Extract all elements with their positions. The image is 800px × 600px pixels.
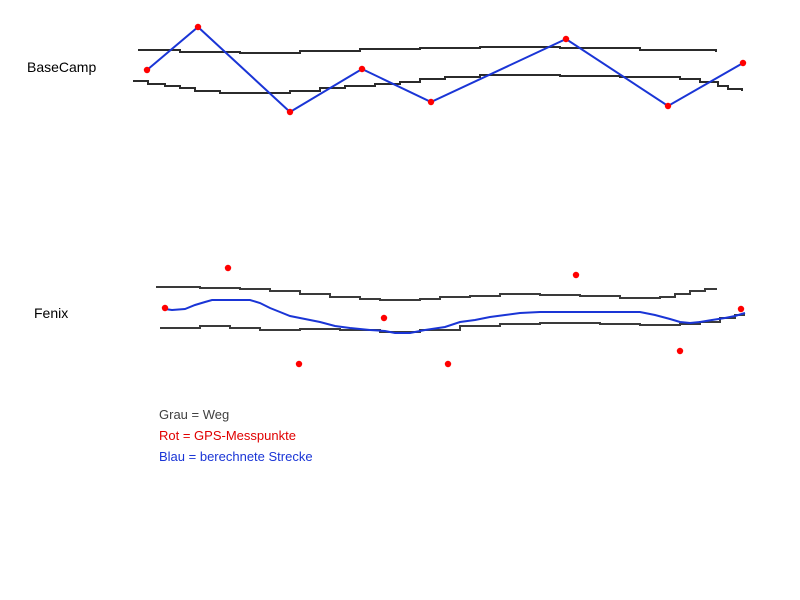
legend-blue-route: Blau = berechnete Strecke [159, 449, 313, 464]
gps-point [358, 65, 366, 73]
legend-red-gps-points: Rot = GPS-Messpunkte [159, 428, 296, 443]
gps-point [194, 23, 202, 31]
gps-point [444, 360, 452, 368]
gps-point [286, 108, 294, 116]
gps-point [295, 360, 303, 368]
basecamp-panel [133, 23, 747, 116]
basecamp-calculated-route [146, 25, 744, 114]
gps-point [224, 264, 232, 272]
gps-point [161, 304, 169, 312]
fenix-panel [156, 264, 746, 368]
fenix-label: Fenix [34, 305, 69, 321]
fenix-gps-points [161, 264, 745, 368]
basecamp-label: BaseCamp [27, 59, 97, 75]
fenix-calculated-route [164, 299, 746, 334]
basecamp-gps-points [143, 23, 747, 116]
gps-point [737, 305, 745, 313]
gps-point [664, 102, 672, 110]
gps-point [572, 271, 580, 279]
fenix-path-upper-edge [156, 286, 717, 301]
basecamp-path-lower-edge [133, 74, 743, 94]
legend-grey-path: Grau = Weg [159, 407, 230, 422]
gps-point [562, 35, 570, 43]
gps-point [427, 98, 435, 106]
legend: Grau = Weg Rot = GPS-Messpunkte Blau = b… [159, 404, 313, 467]
gps-point [739, 59, 747, 67]
gps-point [143, 66, 151, 74]
gps-point [676, 347, 684, 355]
gps-point [380, 314, 388, 322]
basecamp-path-upper-edge [138, 46, 717, 54]
